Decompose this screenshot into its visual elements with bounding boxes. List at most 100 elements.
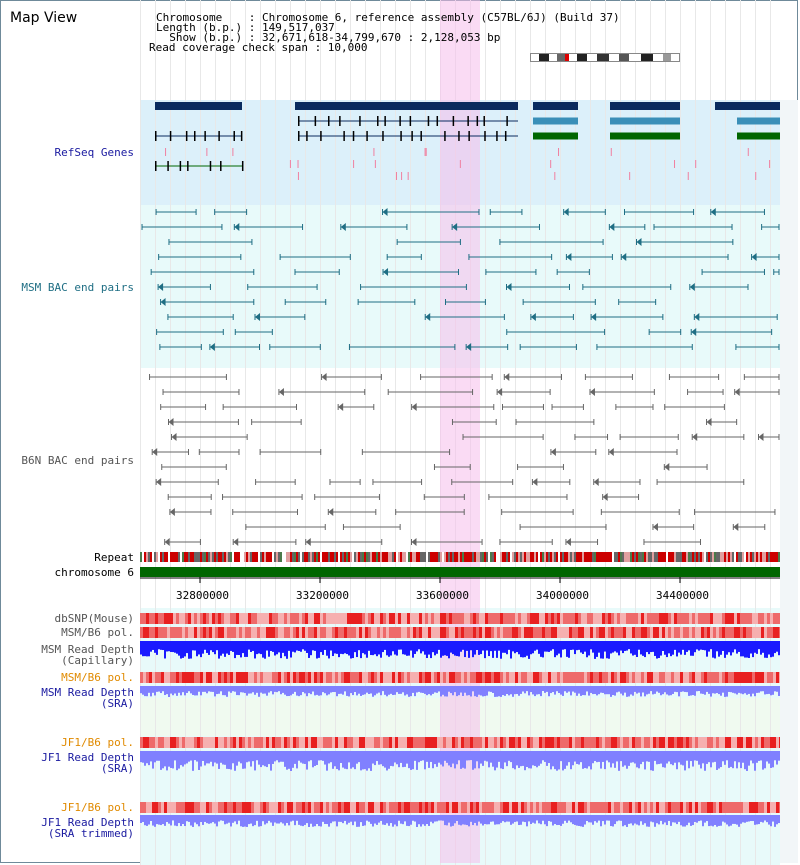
jf1-sra-depth-bar xyxy=(198,751,200,770)
jf1-pol-heat-cell xyxy=(332,802,335,813)
msm-pol-heat-cell xyxy=(353,672,356,683)
msm-pol-heat-cell xyxy=(320,672,323,683)
msm-pol-heat-cell xyxy=(650,672,653,683)
jf1-trimmed-depth-bar xyxy=(756,815,758,825)
jf1-sra-depth-bar xyxy=(400,751,402,763)
gene-exon xyxy=(359,116,361,126)
gene-exon xyxy=(504,131,507,141)
msm-sra-depth-bar xyxy=(678,686,680,697)
msm-pol-heat-cell xyxy=(668,672,671,683)
msm-sra-depth-bar xyxy=(348,686,350,697)
msm-capillary-depth-bar xyxy=(538,641,540,654)
gene-exon xyxy=(194,131,196,141)
msm-sra-depth-bar xyxy=(708,686,710,694)
jf1-trimmed-depth-bar xyxy=(656,815,658,824)
jf1-trimmed-depth-bar xyxy=(768,815,770,825)
jf1-pol-heat-cell xyxy=(299,737,302,748)
msm-capillary-depth-bar xyxy=(476,641,478,650)
gene-exon xyxy=(411,131,413,141)
snp-mark xyxy=(550,160,552,168)
jf1-pol-heat-cell xyxy=(182,737,185,748)
jf1-pol-heat-cell xyxy=(479,802,482,813)
msm-capillary-depth-bar xyxy=(702,641,704,650)
jf1-sra-depth-bar xyxy=(512,751,514,769)
jf1-pol-heat-cell xyxy=(269,737,272,748)
msm-pol-heat-cell xyxy=(167,672,170,683)
msm-pol-heat-cell xyxy=(329,627,332,638)
gene-exon xyxy=(204,131,206,141)
msm-pol-heat-cell xyxy=(305,627,308,638)
jf1-trimmed-depth-bar xyxy=(410,815,412,825)
jf1-sra-depth-bar xyxy=(682,751,684,766)
gene-exon xyxy=(377,116,379,126)
jf1-pol-heat-cell xyxy=(326,802,329,813)
msm-pol-heat-cell xyxy=(497,672,500,683)
msm-pol-heat-cell xyxy=(173,627,176,638)
jf1-pol-heat-cell xyxy=(377,737,380,748)
repeat-block xyxy=(650,552,652,562)
jf1-trimmed-depth-bar xyxy=(666,815,668,826)
msm-pol-heat-cell xyxy=(686,672,689,683)
jf1-trimmed-depth-bar xyxy=(490,815,492,822)
jf1-sra-depth-bar xyxy=(488,751,490,768)
msm-sra-depth-bar xyxy=(506,686,508,694)
msm-pol-heat-cell xyxy=(446,672,449,683)
dbsnp-heat-cell xyxy=(341,613,344,624)
msm-pol-heat-cell xyxy=(293,627,296,638)
jf1-trimmed-depth-bar xyxy=(474,815,476,823)
repeat-block xyxy=(592,552,594,562)
jf1-trimmed-depth-bar xyxy=(712,815,714,827)
jf1-pol-heat-cell xyxy=(188,737,191,748)
jf1-trimmed-depth-bar xyxy=(288,815,290,826)
msm-sra-depth-bar xyxy=(386,686,388,697)
repeat-block xyxy=(394,552,396,562)
msm-sra-depth-bar xyxy=(372,686,374,697)
repeat-block xyxy=(468,552,470,562)
msm-capillary-depth-bar xyxy=(284,641,286,657)
repeat-block xyxy=(728,552,730,562)
dbsnp-heat-cell xyxy=(149,613,152,624)
msm-capillary-depth-bar xyxy=(608,641,610,659)
gene-exon xyxy=(241,161,244,171)
repeat-block xyxy=(472,552,474,562)
dbsnp-heat-cell xyxy=(332,613,335,624)
track-label-jf1-depth-trimmed: JF1 Read Depth (SRA trimmed) xyxy=(41,816,134,840)
grid-line xyxy=(545,0,546,865)
jf1-sra-depth-bar xyxy=(558,751,560,770)
jf1-pol-heat-cell xyxy=(170,802,173,813)
msm-sra-depth-bar xyxy=(752,686,754,694)
jf1-sra-depth-bar xyxy=(568,751,570,763)
msm-capillary-depth-bar xyxy=(340,641,342,654)
jf1-pol-heat-cell xyxy=(521,737,524,748)
dbsnp-heat-cell xyxy=(428,613,431,624)
jf1-pol-heat-cell xyxy=(572,737,575,748)
dbsnp-heat-cell xyxy=(461,613,464,624)
msm-pol-heat-cell xyxy=(260,672,263,683)
dbsnp-heat-cell xyxy=(371,613,374,624)
msm-sra-depth-bar xyxy=(184,686,186,696)
msm-sra-depth-bar xyxy=(350,686,352,694)
msm-capillary-depth-bar xyxy=(478,641,480,655)
repeat-block xyxy=(484,552,486,562)
jf1-sra-depth-bar xyxy=(700,751,702,769)
msm-pol-heat-cell xyxy=(674,672,677,683)
msm-sra-depth-bar xyxy=(216,686,218,695)
chromosome-ideogram[interactable] xyxy=(530,53,680,62)
msm-sra-depth-bar xyxy=(672,686,674,694)
jf1-trimmed-depth-bar xyxy=(264,815,266,825)
msm-pol-heat-cell xyxy=(380,672,383,683)
selection-highlight[interactable] xyxy=(440,0,480,863)
jf1-pol-heat-cell xyxy=(710,802,713,813)
gene-exon xyxy=(496,131,498,141)
repeat-block xyxy=(606,552,608,562)
msm-pol-heat-cell xyxy=(707,627,710,638)
jf1-pol-heat-cell xyxy=(158,737,161,748)
jf1-trimmed-depth-bar xyxy=(570,815,572,823)
dbsnp-heat-cell xyxy=(581,613,584,624)
dbsnp-heat-cell xyxy=(725,613,728,624)
jf1-pol-heat-cell xyxy=(332,737,335,748)
jf1-sra-depth-bar xyxy=(754,751,756,771)
jf1-pol-heat-cell xyxy=(335,802,338,813)
msm-capillary-depth-bar xyxy=(282,641,284,653)
